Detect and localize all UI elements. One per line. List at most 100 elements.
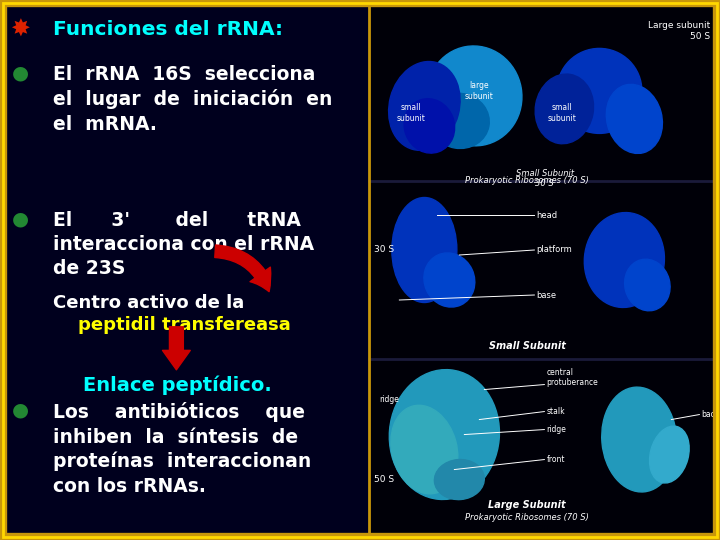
Ellipse shape [593, 76, 598, 79]
Ellipse shape [670, 462, 678, 470]
Ellipse shape [390, 369, 500, 500]
Ellipse shape [482, 96, 490, 104]
Ellipse shape [395, 323, 402, 329]
Ellipse shape [187, 32, 191, 36]
Ellipse shape [209, 123, 216, 131]
Ellipse shape [672, 286, 675, 289]
Ellipse shape [645, 126, 649, 130]
Ellipse shape [143, 372, 148, 377]
Ellipse shape [479, 283, 484, 288]
Ellipse shape [639, 458, 647, 466]
Ellipse shape [466, 1, 474, 8]
Ellipse shape [330, 450, 335, 455]
Ellipse shape [109, 214, 112, 217]
Ellipse shape [303, 509, 309, 515]
Ellipse shape [60, 443, 63, 447]
Ellipse shape [287, 233, 294, 240]
Ellipse shape [181, 42, 186, 46]
Text: ✸: ✸ [10, 18, 30, 42]
Ellipse shape [340, 125, 348, 132]
Ellipse shape [621, 475, 627, 482]
Ellipse shape [626, 400, 632, 406]
Ellipse shape [58, 237, 65, 244]
Ellipse shape [110, 66, 114, 70]
Ellipse shape [438, 195, 442, 200]
Ellipse shape [479, 468, 482, 472]
Text: small
subunit: small subunit [548, 103, 577, 123]
Ellipse shape [546, 122, 549, 125]
Ellipse shape [165, 380, 170, 385]
Ellipse shape [205, 398, 211, 403]
Ellipse shape [12, 217, 15, 220]
Ellipse shape [171, 80, 173, 83]
Ellipse shape [613, 413, 616, 415]
Ellipse shape [688, 131, 693, 137]
Ellipse shape [415, 350, 421, 355]
Text: back: back [701, 410, 719, 419]
Ellipse shape [670, 103, 674, 108]
Text: ridge: ridge [546, 425, 566, 434]
Text: Small Subunit
30 S: Small Subunit 30 S [516, 169, 574, 188]
Ellipse shape [536, 98, 539, 100]
Ellipse shape [238, 106, 246, 113]
Ellipse shape [19, 409, 22, 411]
Ellipse shape [706, 311, 711, 316]
Ellipse shape [340, 474, 343, 477]
Ellipse shape [39, 340, 45, 345]
Ellipse shape [418, 468, 425, 475]
Ellipse shape [531, 524, 539, 531]
Ellipse shape [604, 9, 611, 15]
Ellipse shape [548, 194, 554, 200]
Text: 30 S: 30 S [374, 246, 395, 254]
Ellipse shape [389, 62, 460, 150]
Ellipse shape [639, 55, 644, 60]
Ellipse shape [70, 184, 77, 191]
Ellipse shape [211, 338, 215, 342]
Ellipse shape [436, 296, 444, 304]
Ellipse shape [332, 254, 339, 261]
Ellipse shape [379, 435, 387, 443]
Ellipse shape [370, 273, 375, 278]
Ellipse shape [556, 429, 563, 437]
Ellipse shape [564, 437, 570, 443]
Ellipse shape [364, 274, 368, 278]
Ellipse shape [536, 105, 541, 110]
Ellipse shape [338, 415, 344, 421]
Ellipse shape [13, 488, 19, 495]
Ellipse shape [467, 366, 473, 373]
Ellipse shape [456, 230, 459, 232]
Ellipse shape [36, 39, 39, 42]
Ellipse shape [72, 321, 79, 328]
Ellipse shape [99, 280, 103, 284]
Ellipse shape [256, 260, 263, 266]
Ellipse shape [639, 131, 647, 139]
Ellipse shape [225, 120, 230, 126]
Ellipse shape [232, 46, 237, 52]
Ellipse shape [456, 471, 462, 477]
Ellipse shape [672, 116, 677, 121]
Ellipse shape [454, 353, 459, 357]
Ellipse shape [515, 304, 521, 309]
Ellipse shape [6, 437, 8, 440]
Ellipse shape [573, 484, 576, 488]
Ellipse shape [116, 514, 121, 518]
Ellipse shape [708, 237, 716, 244]
Ellipse shape [606, 84, 662, 153]
Ellipse shape [367, 398, 374, 406]
Ellipse shape [502, 86, 504, 89]
Ellipse shape [696, 6, 700, 10]
Ellipse shape [429, 93, 490, 148]
Ellipse shape [382, 197, 385, 200]
Ellipse shape [32, 410, 38, 416]
Ellipse shape [681, 472, 688, 480]
Ellipse shape [236, 461, 239, 463]
Text: front: front [546, 455, 565, 464]
Text: small
subunit: small subunit [397, 103, 426, 123]
Ellipse shape [61, 183, 66, 187]
Ellipse shape [369, 485, 375, 492]
Ellipse shape [573, 36, 580, 42]
Ellipse shape [115, 168, 120, 172]
Ellipse shape [282, 365, 287, 370]
Ellipse shape [462, 93, 466, 98]
Ellipse shape [533, 196, 540, 204]
